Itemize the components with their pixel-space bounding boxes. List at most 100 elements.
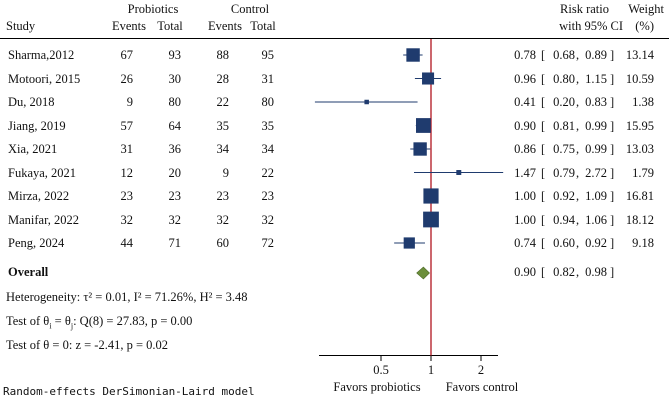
study-name: Mirza, 2022 [8, 189, 70, 203]
study-ci-comma: , [576, 95, 580, 109]
study-weight: 10.59 [625, 71, 654, 86]
study-ci-open: [ [541, 118, 546, 133]
study-weight: 1.38 [632, 95, 654, 109]
control-events: 28 [216, 71, 230, 86]
favors-control-label: Favors control [445, 380, 519, 394]
study-ci-close: ] [610, 95, 615, 109]
test-theta-text: Test of θi = θj: Q(8) = 27.83, p = 0.00 [6, 314, 192, 334]
overall-ci-close: ] [610, 265, 615, 279]
probiotics-events: 31 [120, 142, 134, 156]
probiotics-total: 64 [168, 118, 182, 133]
test-zero-text: Test of θ = 0: z = -2.41, p = 0.02 [6, 338, 169, 352]
study-weight: 9.18 [632, 236, 654, 250]
study-ci-hi: 0.99 [585, 118, 607, 133]
probiotics-events: 9 [126, 95, 133, 109]
x-tick-label: 1 [428, 363, 434, 377]
study-ci-lo: 0.60 [553, 236, 575, 250]
study-ci-lo: 0.81 [553, 118, 575, 133]
study-rr: 1.00 [514, 212, 536, 227]
control-events: 60 [216, 236, 230, 250]
study-ci-open: [ [541, 95, 546, 109]
study-rr: 0.86 [514, 142, 536, 156]
study-ci-hi: 1.06 [585, 212, 607, 227]
control-events: 88 [216, 48, 230, 62]
study-ci-close: ] [610, 71, 615, 86]
study-name: Peng, 2024 [8, 236, 65, 250]
study-rr: 1.00 [514, 189, 536, 203]
header-control-total: Total [250, 19, 276, 33]
study-ci-open: [ [541, 189, 546, 203]
study-name: Fukaya, 2021 [8, 165, 77, 180]
study-marker [416, 118, 431, 133]
overall-rr: 0.90 [514, 265, 536, 279]
study-ci-open: [ [541, 48, 546, 62]
control-events: 22 [216, 95, 230, 109]
control-events: 9 [222, 165, 229, 180]
study-ci-comma: , [576, 48, 580, 62]
study-ci-hi: 0.92 [585, 236, 607, 250]
probiotics-events: 12 [120, 165, 134, 180]
study-ci-lo: 0.92 [553, 189, 575, 203]
control-events: 32 [216, 212, 230, 227]
overall-diamond [416, 266, 430, 280]
test-theta-suffix: : Q(8) = 27.83, p = 0.00 [73, 314, 193, 328]
study-ci-lo: 0.79 [553, 165, 575, 180]
study-ci-comma: , [576, 165, 580, 180]
probiotics-total: 23 [168, 189, 182, 203]
study-ci-open: [ [541, 212, 546, 227]
study-ci-lo: 0.20 [553, 95, 575, 109]
control-total: 32 [261, 212, 275, 227]
test-theta-prefix: Test of θ [6, 314, 50, 328]
control-total: 80 [261, 95, 275, 109]
probiotics-events: 57 [120, 118, 134, 133]
study-ci-lo: 0.68 [553, 48, 575, 62]
control-total: 95 [261, 48, 275, 62]
test-theta-mid: = θ [51, 314, 71, 328]
study-rr: 0.90 [514, 118, 536, 133]
study-ci-close: ] [610, 189, 615, 203]
study-ci-close: ] [610, 236, 615, 250]
overall-lo: 0.82 [553, 265, 575, 279]
study-ci-lo: 0.94 [553, 212, 575, 227]
probiotics-total: 36 [168, 142, 182, 156]
study-name: Manifar, 2022 [8, 212, 80, 227]
header-ci: with 95% CI [559, 19, 623, 33]
probiotics-events: 44 [120, 236, 134, 250]
study-ci-lo: 0.75 [553, 142, 575, 156]
header-weight: Weight [628, 2, 664, 16]
probiotics-events: 26 [120, 71, 134, 86]
study-ci-comma: , [576, 236, 580, 250]
probiotics-total: 32 [168, 212, 182, 227]
study-ci-comma: , [576, 118, 580, 133]
study-weight: 16.81 [625, 189, 654, 203]
study-ci-close: ] [610, 142, 615, 156]
study-weight: 1.79 [632, 165, 654, 180]
test-theta-sub-j: j [70, 321, 74, 331]
control-total: 34 [261, 142, 275, 156]
study-marker [403, 237, 415, 249]
study-ci-hi: 0.89 [585, 48, 607, 62]
control-events: 23 [216, 189, 230, 203]
probiotics-total: 20 [168, 165, 182, 180]
control-total: 22 [261, 165, 275, 180]
control-events: 34 [216, 142, 230, 156]
header-probiotics-events: Events [111, 19, 147, 33]
study-name: Jiang, 2019 [8, 118, 66, 133]
study-ci-hi: 2.72 [585, 165, 607, 180]
study-ci-open: [ [541, 236, 546, 250]
study-rr: 0.41 [514, 95, 536, 109]
control-total: 31 [261, 71, 275, 86]
study-weight: 15.95 [625, 118, 654, 133]
probiotics-events: 32 [120, 212, 134, 227]
study-marker [423, 211, 439, 228]
x-tick-label: 2 [478, 363, 484, 377]
overall-ci-comma: , [576, 265, 580, 279]
probiotics-total: 71 [168, 236, 182, 250]
overall-ci-open: [ [541, 265, 546, 279]
control-total: 35 [261, 118, 275, 133]
probiotics-total: 80 [168, 95, 182, 109]
study-ci-close: ] [610, 48, 615, 62]
header-risk-ratio: Risk ratio [560, 2, 609, 16]
x-tick-label: 0.5 [373, 363, 389, 377]
